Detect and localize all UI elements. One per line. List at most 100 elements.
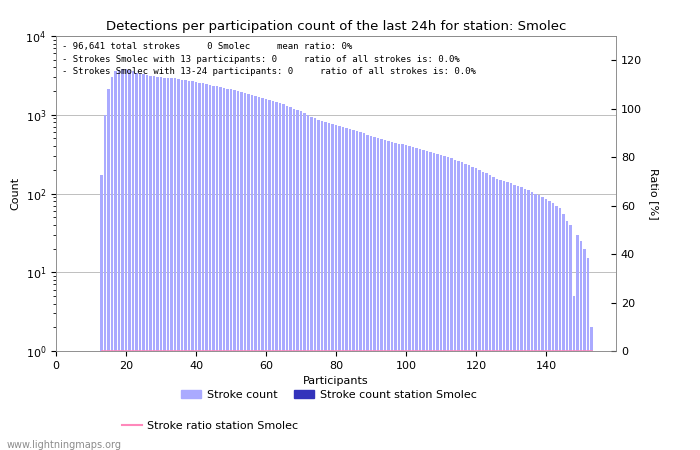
Bar (125, 69, 127, 450)
Bar (317, 120, 320, 450)
Bar (195, 82, 197, 450)
Bar (111, 77, 113, 450)
Bar (524, 189, 526, 450)
Bar (135, 73, 138, 450)
Bar (121, 69, 124, 450)
Bar (569, 225, 572, 450)
Bar (433, 153, 435, 450)
Bar (310, 117, 313, 450)
Bar (104, 116, 106, 450)
Bar (422, 150, 425, 450)
Bar (475, 168, 477, 450)
Bar (240, 92, 243, 450)
Bar (198, 83, 201, 450)
Bar (590, 327, 593, 450)
Bar (181, 80, 183, 450)
Bar (153, 76, 155, 450)
Bar (496, 179, 498, 450)
Bar (321, 121, 323, 450)
Bar (534, 194, 537, 450)
Bar (132, 71, 134, 450)
Bar (314, 118, 316, 450)
Bar (391, 142, 393, 450)
Bar (345, 128, 348, 450)
Bar (436, 154, 439, 450)
Bar (468, 165, 470, 450)
Bar (552, 203, 554, 450)
Bar (545, 199, 547, 450)
Bar (156, 76, 159, 450)
Bar (128, 70, 131, 450)
Bar (454, 160, 456, 450)
Bar (251, 94, 253, 450)
Bar (531, 192, 533, 450)
Bar (408, 146, 411, 450)
Bar (216, 86, 218, 450)
Bar (289, 107, 292, 450)
Bar (139, 74, 141, 450)
Bar (419, 149, 421, 450)
Bar (566, 221, 568, 450)
Bar (209, 85, 211, 450)
Bar (296, 110, 299, 450)
Bar (349, 129, 351, 450)
Bar (555, 206, 558, 450)
Bar (384, 140, 386, 450)
Bar (324, 122, 327, 450)
Bar (510, 183, 512, 450)
Bar (485, 173, 488, 450)
Bar (429, 152, 432, 450)
Bar (559, 208, 561, 450)
Bar (223, 88, 225, 450)
Bar (478, 170, 481, 450)
Bar (370, 136, 372, 450)
Bar (268, 100, 271, 450)
Bar (538, 195, 540, 450)
Bar (191, 81, 194, 450)
Bar (212, 86, 215, 450)
Bar (219, 87, 222, 450)
Bar (114, 71, 117, 450)
Bar (184, 80, 187, 450)
Bar (387, 141, 390, 450)
Bar (275, 102, 278, 450)
Y-axis label: Count: Count (10, 177, 20, 210)
Bar (107, 90, 110, 450)
Bar (573, 296, 575, 450)
Bar (359, 132, 362, 450)
Bar (412, 147, 414, 450)
Bar (328, 123, 330, 450)
Bar (233, 90, 236, 450)
Bar (279, 103, 281, 450)
Bar (513, 184, 516, 450)
Y-axis label: Ratio [%]: Ratio [%] (649, 168, 659, 219)
Bar (426, 151, 428, 450)
Bar (149, 76, 152, 450)
Bar (366, 135, 369, 450)
Bar (405, 145, 407, 450)
Bar (464, 163, 467, 450)
Bar (352, 130, 355, 450)
Bar (587, 258, 589, 450)
Bar (300, 112, 302, 450)
Bar (440, 155, 442, 450)
Bar (331, 124, 334, 450)
Bar (457, 161, 460, 450)
Bar (492, 177, 495, 450)
Bar (307, 115, 309, 450)
Bar (293, 108, 295, 450)
Bar (170, 78, 173, 450)
Bar (261, 98, 264, 450)
Bar (167, 78, 169, 450)
Bar (471, 166, 474, 450)
Bar (415, 148, 418, 450)
Bar (447, 157, 449, 450)
Title: Detections per participation count of the last 24h for station: Smolec: Detections per participation count of th… (106, 20, 566, 33)
Bar (247, 94, 250, 450)
Bar (380, 139, 383, 450)
Bar (373, 137, 376, 450)
Bar (146, 75, 148, 450)
Bar (401, 144, 404, 450)
Bar (461, 162, 463, 450)
Bar (303, 113, 306, 450)
